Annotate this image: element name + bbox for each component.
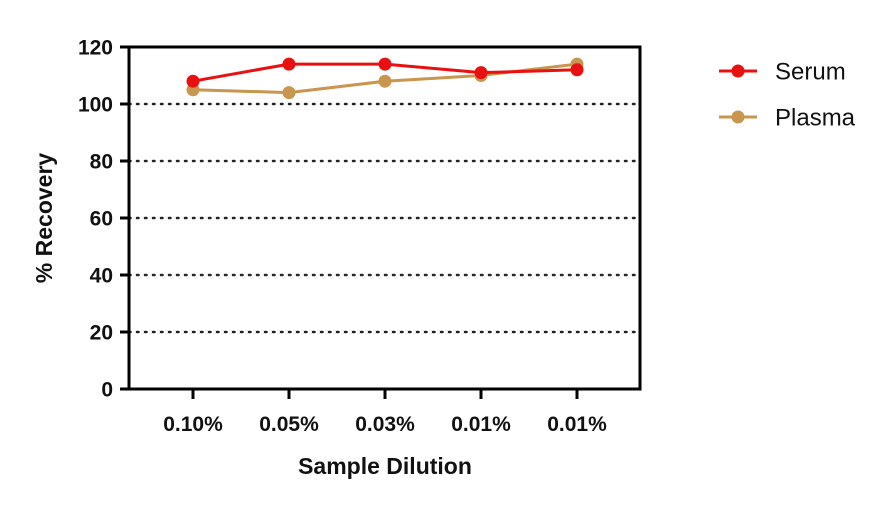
y-tick-label: 0 bbox=[101, 379, 113, 402]
plasma-data-point bbox=[378, 74, 392, 88]
serum-data-point bbox=[186, 74, 200, 88]
x-tick-label: 0.03% bbox=[355, 413, 415, 436]
serum-data-point bbox=[570, 63, 584, 77]
y-tick-label: 100 bbox=[78, 94, 113, 117]
legend-serum-marker bbox=[731, 64, 745, 78]
legend-plasma-label: Plasma bbox=[775, 105, 856, 132]
legend-plasma-marker bbox=[731, 110, 745, 124]
series bbox=[186, 57, 584, 100]
y-tick-label: 60 bbox=[90, 208, 113, 231]
y-tick-label: 40 bbox=[90, 265, 113, 288]
x-axis-title: Sample Dilution bbox=[298, 453, 472, 479]
serum-data-point bbox=[378, 57, 392, 71]
x-tick-label: 0.10% bbox=[163, 413, 223, 436]
legend-serum-label: Serum bbox=[775, 59, 846, 86]
legend: Serum Plasma bbox=[719, 59, 856, 132]
x-tick-label: 0.05% bbox=[259, 413, 319, 436]
serum-data-point bbox=[474, 66, 488, 80]
y-axis-title: % Recovery bbox=[31, 153, 57, 284]
gridlines bbox=[127, 102, 642, 334]
x-tick-labels: 0.10% 0.05% 0.03% 0.01% 0.01% bbox=[163, 413, 607, 436]
y-tick-label: 20 bbox=[90, 322, 113, 345]
plasma-data-point bbox=[282, 86, 296, 100]
y-tick-label: 120 bbox=[78, 37, 113, 60]
serum-data-point bbox=[282, 57, 296, 71]
x-tick-label: 0.01% bbox=[451, 413, 511, 436]
y-tick-label: 80 bbox=[90, 151, 113, 174]
y-tick-labels: 0 20 40 60 80 100 120 bbox=[78, 37, 113, 402]
x-tick-label: 0.01% bbox=[547, 413, 607, 436]
axes bbox=[120, 45, 642, 399]
